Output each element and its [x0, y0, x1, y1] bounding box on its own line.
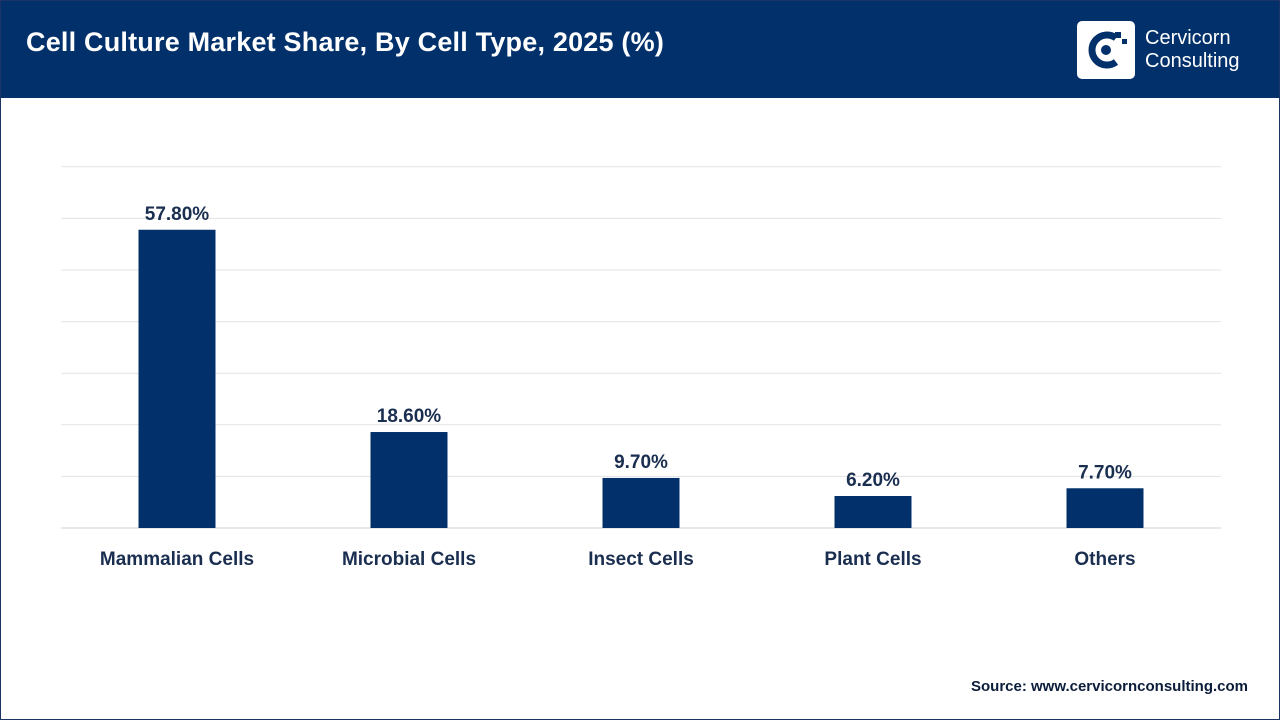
data-labels: 57.80% 18.60% 9.70% 6.20% 7.70% [145, 204, 1132, 491]
category-labels: Mammalian Cells Microbial Cells Insect Cel… [100, 549, 1136, 570]
data-label: 6.20% [846, 470, 900, 491]
category-label: Mammalian Cells [100, 549, 254, 570]
bar-insect-cells [602, 477, 680, 528]
category-label: Others [1074, 549, 1135, 570]
data-label: 57.80% [145, 204, 210, 225]
category-label: Microbial Cells [342, 549, 476, 570]
logo-line-1: Cervicorn [1145, 27, 1231, 49]
bar-others [1066, 488, 1144, 528]
logo-line-2: Consulting [1145, 50, 1240, 72]
category-label: Insect Cells [588, 549, 694, 570]
bar-microbial-cells [370, 432, 448, 528]
data-label: 7.70% [1078, 462, 1132, 483]
logo-wordmark: Cervicorn Consulting [1145, 27, 1240, 73]
data-label: 18.60% [377, 406, 442, 427]
company-logo: Cervicorn Consulting [1077, 21, 1267, 79]
data-label: 9.70% [614, 452, 668, 473]
bar-mammalian-cells [138, 229, 216, 528]
cervicorn-logo-icon [1077, 21, 1135, 79]
bar-plant-cells [834, 496, 912, 528]
source-note: Source: www.cervicornconsulting.com [970, 678, 1248, 695]
header-bar: Cell Culture Market Share, By Cell Type,… [1, 1, 1279, 98]
bars [138, 229, 1144, 528]
chart-title: Cell Culture Market Share, By Cell Type,… [26, 27, 665, 57]
category-label: Plant Cells [824, 549, 921, 570]
grid-lines [61, 166, 1221, 529]
bar-chart: 57.80% 18.60% 9.70% 6.20% 7.70% Mammalian Ce… [61, 166, 1221, 570]
